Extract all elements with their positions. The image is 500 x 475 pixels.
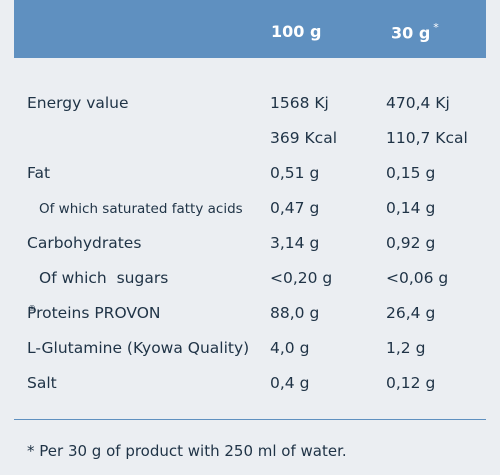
table-divider	[14, 419, 486, 420]
column-header-30g: 30 g *	[391, 21, 439, 43]
value-100g: 3,14 g	[270, 234, 320, 252]
table-row: Energy value 1568 Kj 470,4 Kj	[0, 94, 500, 118]
row-label: Carbohydrates	[27, 234, 142, 252]
value-30g: 0,12 g	[386, 374, 436, 392]
value-30g: 26,4 g	[386, 304, 436, 322]
value-100g: <0,20 g	[270, 269, 333, 287]
column-header-100g: 100 g	[271, 22, 322, 41]
value-30g: 110,7 Kcal	[386, 129, 468, 147]
value-30g: 0,15 g	[386, 164, 436, 182]
table-row: L-Glutamine (Kyowa Quality) 4,0 g 1,2 g	[0, 339, 500, 363]
value-30g: 0,14 g	[386, 199, 436, 217]
row-label: Energy value	[27, 94, 129, 112]
footnote: * Per 30 g of product with 250 ml of wat…	[27, 442, 347, 460]
table-row: Salt 0,4 g 0,12 g	[0, 374, 500, 398]
value-30g: 1,2 g	[386, 339, 426, 357]
table-row: Carbohydrates 3,14 g 0,92 g	[0, 234, 500, 258]
footnote-mark: *	[433, 21, 439, 34]
row-label-text: Proteins PROVON	[27, 304, 161, 322]
row-label: Salt	[27, 374, 57, 392]
table-row: Of which sugars <0,20 g <0,06 g	[0, 269, 500, 293]
table-row: Of which saturated fatty acids 0,47 g 0,…	[0, 199, 500, 223]
value-100g: 4,0 g	[270, 339, 310, 357]
value-100g: 1568 Kj	[270, 94, 329, 112]
table-row: Fat 0,51 g 0,15 g	[0, 164, 500, 188]
value-100g: 0,51 g	[270, 164, 320, 182]
value-100g: 0,4 g	[270, 374, 310, 392]
value-30g: 470,4 Kj	[386, 94, 450, 112]
column-header-30g-label: 30 g	[391, 23, 431, 43]
row-label: Fat	[27, 164, 51, 182]
value-100g: 88,0 g	[270, 304, 320, 322]
row-label: L-Glutamine (Kyowa Quality)	[27, 339, 250, 357]
row-label: Of which sugars	[39, 269, 169, 287]
table-row: 369 Kcal 110,7 Kcal	[0, 129, 500, 153]
table-row: Proteins PROVON ® 88,0 g 26,4 g	[0, 304, 500, 328]
value-30g: <0,06 g	[386, 269, 449, 287]
table-header: 100 g 30 g *	[14, 0, 486, 58]
row-label: Of which saturated fatty acids	[39, 201, 243, 217]
value-30g: 0,92 g	[386, 234, 436, 252]
value-100g: 369 Kcal	[270, 129, 338, 147]
value-100g: 0,47 g	[270, 199, 320, 217]
registered-mark: ®	[28, 304, 36, 313]
